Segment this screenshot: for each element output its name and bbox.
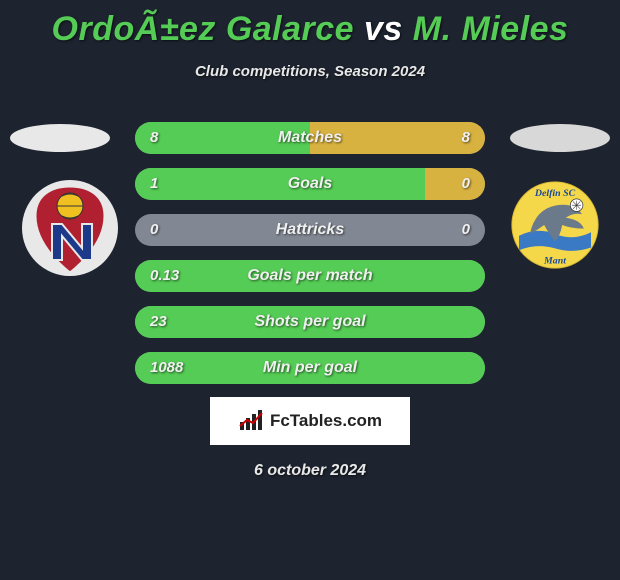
club-badge-left: [20, 178, 120, 278]
title-part-1: OrdoÃ±ez Galarce: [52, 10, 355, 48]
stat-right-value: 8: [462, 122, 470, 154]
stat-right-value: 0: [462, 214, 470, 246]
watermark-chart-icon: [238, 410, 264, 432]
stat-label: Shots per goal: [110, 306, 510, 338]
title-part-2: vs: [354, 10, 413, 48]
stat-row-hattricks: 0 Hattricks 0: [110, 214, 510, 246]
watermark-text: FcTables.com: [270, 411, 382, 431]
page-title: OrdoÃ±ez Galarce vs M. Mieles: [0, 0, 620, 49]
club-left-icon: [20, 178, 120, 278]
club-right-bottom-text: Mant: [543, 256, 566, 267]
stat-row-shots-per-goal: 23 Shots per goal: [110, 306, 510, 338]
subtitle: Club competitions, Season 2024: [0, 63, 620, 80]
stat-label: Hattricks: [110, 214, 510, 246]
player-left-avatar-placeholder: [10, 124, 110, 152]
stat-row-matches: 8 Matches 8: [110, 122, 510, 154]
club-badge-right: Delfin SC Mant: [510, 180, 600, 270]
stat-row-min-per-goal: 1088 Min per goal: [110, 352, 510, 384]
club-right-top-text: Delfin SC: [534, 188, 576, 199]
stat-label: Goals per match: [110, 260, 510, 292]
stat-label: Min per goal: [110, 352, 510, 384]
stats-chart: 8 Matches 8 1 Goals 0 0 Hattricks 0 0.13…: [110, 122, 510, 398]
watermark: FcTables.com: [210, 397, 410, 445]
stat-label: Goals: [110, 168, 510, 200]
stat-right-value: 0: [462, 168, 470, 200]
stat-row-goals-per-match: 0.13 Goals per match: [110, 260, 510, 292]
title-part-3: M. Mieles: [413, 10, 569, 48]
footer-date: 6 october 2024: [0, 462, 620, 480]
stat-row-goals: 1 Goals 0: [110, 168, 510, 200]
player-right-avatar-placeholder: [510, 124, 610, 152]
club-right-icon: Delfin SC Mant: [510, 180, 600, 270]
stat-label: Matches: [110, 122, 510, 154]
